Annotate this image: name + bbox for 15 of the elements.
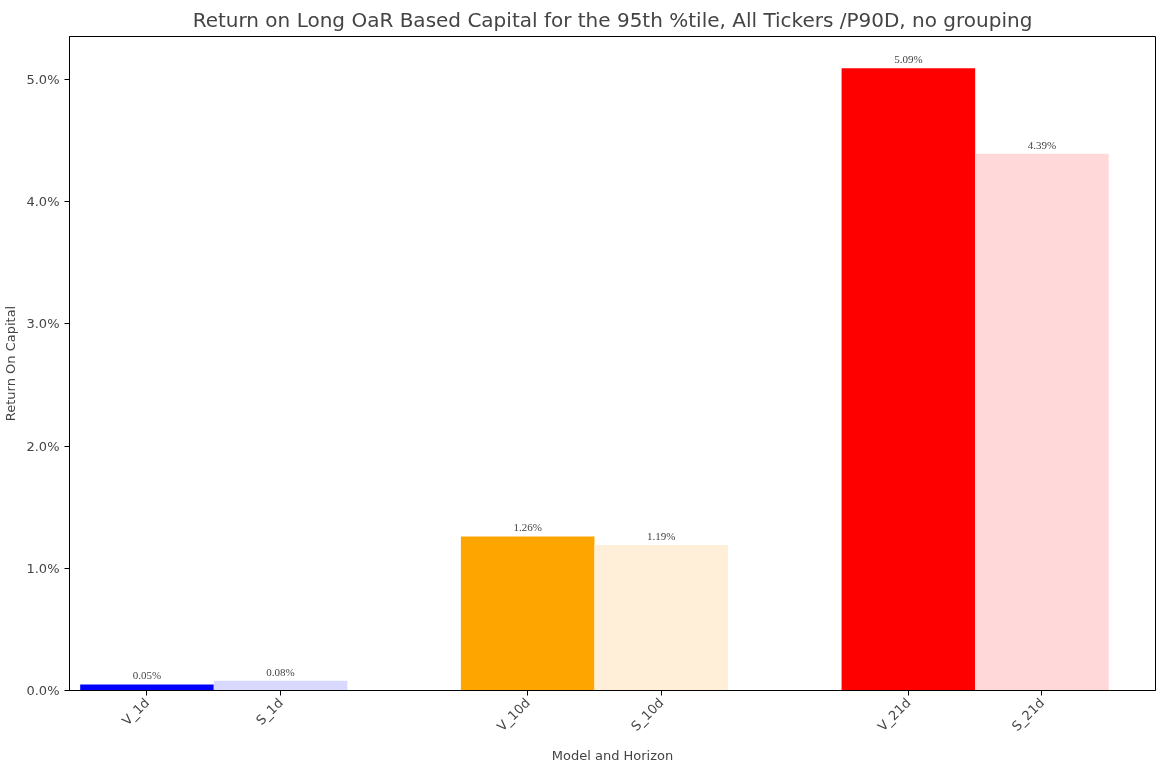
data-label: 5.09% <box>894 53 923 66</box>
data-label: 4.39% <box>1027 138 1057 151</box>
y-tick-label: 4.0% <box>26 194 60 210</box>
y-axis-title: Return On Capital <box>3 305 19 422</box>
data-label: 0.05% <box>132 669 162 682</box>
x-axis-title: Model and Horizon <box>551 747 674 763</box>
y-tick-label: 3.0% <box>26 316 60 332</box>
y-tick-label: 1.0% <box>26 560 60 576</box>
chart-title: Return on Long OaR Based Capital for the 95th %tile, All Tickers /P90D, no grouping <box>192 7 1033 32</box>
y-tick-label: 5.0% <box>26 71 60 87</box>
y-tick-label: 2.0% <box>26 438 60 454</box>
y-tick-label: 0.0% <box>26 683 60 698</box>
data-label: 1.26% <box>513 521 542 534</box>
data-label: 1.19% <box>647 530 676 543</box>
data-label: 0.08% <box>266 665 295 678</box>
